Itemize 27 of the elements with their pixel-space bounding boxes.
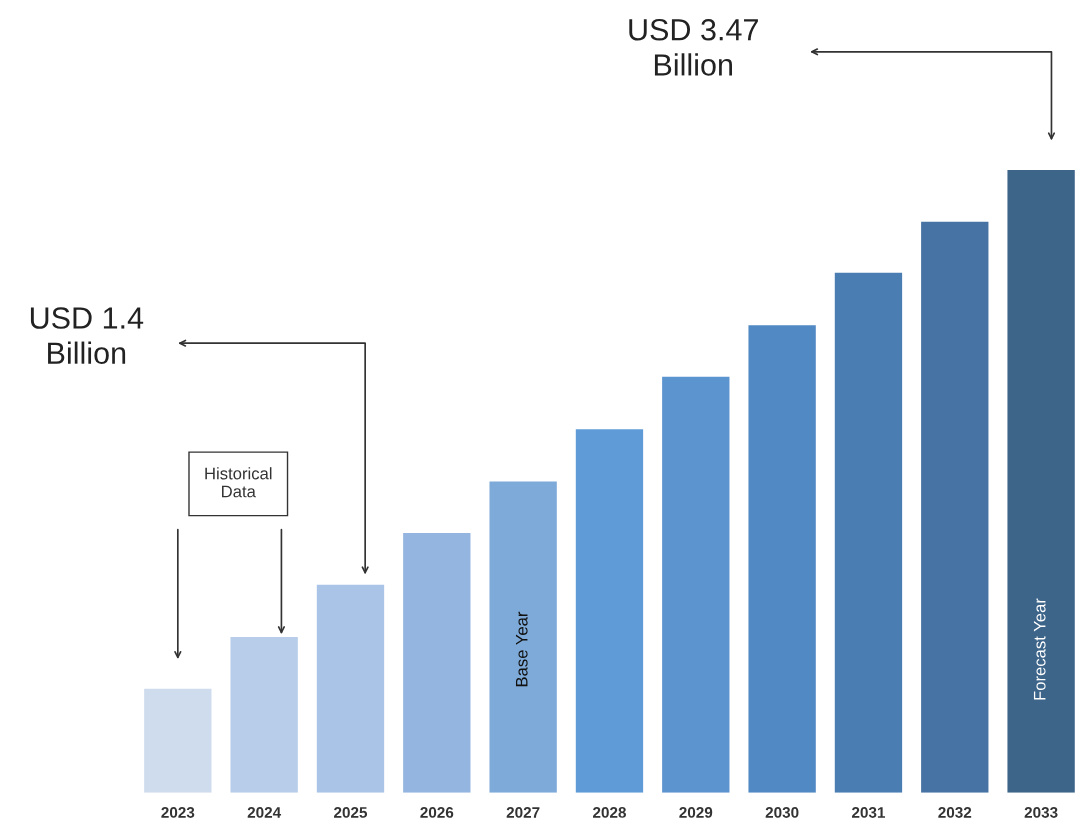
- x-tick-label: 2028: [593, 807, 626, 818]
- annotation: Base Year: [515, 611, 528, 687]
- x-tick-label: 2027: [506, 807, 540, 818]
- x-tick-label: 2026: [420, 807, 454, 818]
- annotation: Forecast Year: [1033, 598, 1046, 700]
- x-tick-label: 2023: [161, 807, 195, 818]
- text: USD 3.47 Billion: [629, 18, 758, 76]
- bar: [144, 688, 212, 793]
- bar: [316, 584, 385, 793]
- bar: [748, 325, 816, 793]
- bar: [489, 481, 557, 793]
- bar: [662, 376, 730, 793]
- x-tick-label: 2030: [765, 807, 799, 818]
- x-tick-label: 2033: [1024, 807, 1058, 818]
- bar: [921, 221, 989, 793]
- x-tick-label: 2029: [679, 807, 713, 818]
- bar: [403, 533, 471, 793]
- bar: [230, 637, 298, 793]
- x-tick-label: 2024: [247, 807, 282, 818]
- x-tick-label: 2025: [334, 807, 368, 818]
- bar: [575, 429, 644, 793]
- annotation: USD 1.4 Billion: [30, 307, 144, 364]
- x-tick-label: 2032: [938, 807, 972, 818]
- x-tick-label: 2031: [851, 807, 886, 818]
- bar: [1007, 170, 1075, 793]
- annotation: Historical Data: [205, 467, 272, 498]
- bar: [834, 272, 903, 793]
